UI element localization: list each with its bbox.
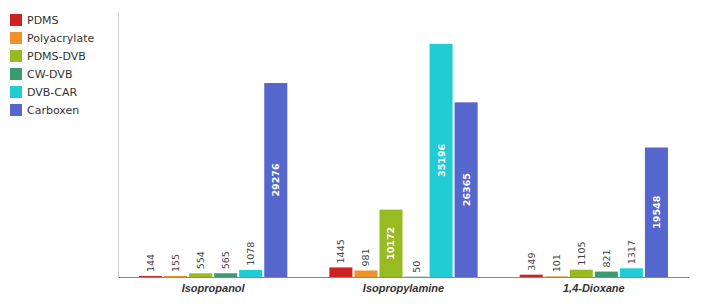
bar [164,276,187,277]
x-tick-label: 1,4-Dioxane [563,282,625,294]
bar [645,147,668,277]
legend-label: DVB-CAR [27,86,78,99]
x-axis: Isopropanol Isopropylamine 1,4-Dioxane [119,278,690,295]
chart: IsopropanolIsopropylamine1,4-Dioxane1441… [0,0,703,307]
legend-swatch [10,32,22,44]
x-tick-label: Isopropanol [182,282,246,294]
data-label: 35196 [436,144,447,177]
data-label: 1317 [626,240,637,264]
legend-swatch [10,50,22,62]
bar [405,276,428,277]
data-label: 101 [551,254,562,272]
bar [354,271,377,277]
legend-label: PDMS-DVB [27,50,86,63]
bar [545,276,568,277]
data-label: 981 [360,248,371,266]
legend-label: PDMS [27,14,59,27]
legend: PDMS Polyacrylate PDMS-DVB CW-DVB DVB-CAR Car… [10,14,94,117]
bar [430,44,453,277]
data-label: 1105 [576,241,587,265]
y-axis [118,13,119,278]
bar [189,273,212,277]
data-label: 554 [195,251,206,269]
legend-item: PDMS [10,14,59,27]
data-label: 349 [526,253,537,271]
data-label: 50 [411,261,422,273]
data-label: 10172 [385,227,396,260]
bar [620,268,643,277]
legend-item: Polyacrylate [10,32,94,45]
legend-label: CW-DVB [27,68,72,81]
bar [570,270,593,277]
legend-swatch [10,68,22,80]
data-label: 29276 [270,163,281,196]
legend-swatch [10,14,22,26]
legend-label: Carboxen [27,104,79,117]
legend-item: DVB-CAR [10,86,78,99]
data-label: 1445 [335,239,346,263]
legend-item: PDMS-DVB [10,50,86,63]
x-tick-label: Isopropylamine [363,282,444,294]
bar [595,272,618,277]
legend-label: Polyacrylate [27,32,94,45]
plot: IsopropanolIsopropylamine1,4-Dioxane1441… [119,13,690,295]
bar [379,210,402,277]
data-label: 565 [220,251,231,269]
x-axis-line [119,277,690,278]
y-axis-line [118,13,119,278]
legend-swatch [10,86,22,98]
data-labels: 144 1445 349 155 981 101 554 10172 1105 565 50 821 1… [145,144,662,273]
bar [139,276,162,277]
legend-swatch [10,104,22,116]
data-label: 19548 [651,195,662,228]
bars [139,44,668,277]
data-label: 144 [145,254,156,272]
x-tick: Isopropylamine [363,282,444,294]
legend-item: Carboxen [10,104,79,117]
bar [329,267,352,277]
bar [455,102,478,277]
legend-item: CW-DVB [10,68,72,81]
x-tick: 1,4-Dioxane [563,282,625,294]
data-label: 26365 [461,173,472,206]
bar [520,275,543,277]
bar [214,273,237,277]
bar [239,270,262,277]
bar [264,83,287,277]
x-tick: Isopropanol [182,282,246,294]
data-label: 1078 [245,242,256,266]
data-label: 821 [601,249,612,267]
data-label: 155 [170,254,181,272]
